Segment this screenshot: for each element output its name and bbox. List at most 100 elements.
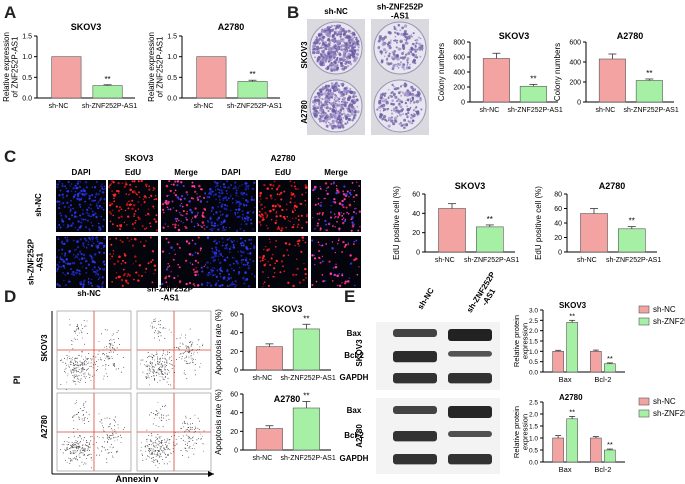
flow-plot-a2780-sh-nc-event (112, 429, 114, 431)
flow-plot-a2780-sh-knockdown-event (150, 444, 152, 446)
western-band-gapdh (393, 373, 437, 384)
edu-image-a2780-sh-knockdown-edu-cell (274, 262, 276, 265)
flow-plot-skov3-sh-nc-event (73, 337, 75, 339)
flow-plot-skov3-sh-knockdown-event (166, 381, 168, 383)
flow-plot-skov3-sh-knockdown-event (193, 351, 195, 353)
colony-plate-a2780-sh-knockdown-colony (412, 109, 415, 112)
edu-image-skov3-sh-nc-merge-cell (170, 183, 172, 186)
colony-plate-a2780-sh-knockdown-colony (400, 94, 403, 97)
flow-plot-skov3-sh-nc-event (94, 361, 96, 363)
edu-image-skov3-sh-nc-edu-cell (113, 197, 115, 200)
flow-plot-a2780-sh-knockdown-event (188, 447, 190, 449)
flow-plot-a2780-sh-knockdown-event (180, 427, 182, 429)
western-band-bcl-2 (393, 431, 437, 442)
edu-image-skov3-sh-knockdown-dapi-cell (88, 265, 91, 267)
edu-image-a2780-sh-nc-edu-cell (275, 219, 278, 222)
edu-image-a2780-sh-nc-merge-cell (347, 212, 350, 215)
edu-image-a2780-sh-nc-merge-cell (314, 227, 316, 230)
flow-plot-a2780-sh-nc-event (82, 404, 84, 406)
edu-image-skov3-sh-knockdown-dapi-cell (58, 249, 60, 252)
flow-plot-skov3-sh-nc-event (77, 371, 79, 372)
edu-image-skov3-sh-knockdown-edu-cell (135, 260, 137, 262)
colony-plate-a2780-sh-knockdown-colony (406, 108, 410, 112)
edu-image-skov3-sh-nc-edu-cell (155, 214, 158, 217)
edu-image-skov3-sh-nc-dapi-cell (59, 212, 62, 215)
flow-plot-a2780-sh-nc-event (113, 419, 115, 421)
flow-plot-skov3-sh-knockdown-event (152, 375, 154, 377)
flow-plot-a2780-sh-nc-event (112, 433, 113, 435)
colony-plate-skov3-sh-nc-colony (313, 40, 316, 43)
flow-plot-a2780-sh-knockdown-event (153, 459, 155, 461)
colony-plate-a2780-sh-knockdown-colony (387, 117, 392, 121)
flow-plot-skov3-sh-knockdown-event (150, 356, 152, 357)
flow-plot-skov3-sh-knockdown-event (156, 371, 158, 373)
flow-plot-skov3-sh-nc-event (80, 362, 82, 364)
flow-plot-a2780-sh-knockdown-event (149, 456, 151, 458)
colony-plate-a2780-sh-nc-colony (320, 114, 323, 117)
flow-plot-a2780-sh-nc-event (106, 458, 107, 460)
flow-plot-skov3-sh-knockdown-event (185, 334, 187, 336)
colony-plate-a2780-sh-nc-colony (319, 112, 321, 115)
edu-image-a2780-sh-nc-dapi-cell (220, 221, 223, 223)
flow-plot-skov3-sh-nc-event (86, 320, 88, 322)
edu-image-skov3-sh-knockdown-edu-cell (121, 240, 124, 244)
edu-image-skov3-sh-nc-dapi-cell (100, 215, 102, 218)
colony-plate-skov3-sh-nc-colony (312, 41, 316, 45)
edu-image-a2780-sh-knockdown-merge-cell (356, 273, 359, 276)
colony-plate-skov3-sh-nc-colony (351, 39, 355, 44)
flow-plot-skov3-sh-knockdown-event (167, 377, 169, 379)
edu-image-a2780-sh-nc-edu-background (258, 180, 308, 232)
edu-image-skov3-sh-nc-edu-cell (135, 219, 137, 222)
edu-image-skov3-sh-knockdown-merge-cell (173, 276, 176, 280)
colony-plate-a2780-sh-nc-colony (347, 106, 350, 108)
flow-plot-skov3-sh-knockdown-event (160, 357, 161, 359)
edu-image-skov3-sh-knockdown-dapi-cell (63, 267, 66, 269)
flow-plot-a2780-sh-nc-event (112, 432, 114, 434)
colony-plate-skov3-sh-knockdown-colony (411, 42, 414, 45)
edu-image-a2780-sh-knockdown-edu-cell (288, 243, 291, 246)
edu-image-a2780-sh-knockdown-dapi-cell (226, 243, 229, 245)
flow-plot-skov3-sh-knockdown-event (190, 356, 192, 358)
edu-image-skov3-sh-knockdown-dapi-cell (57, 265, 61, 268)
flow-plot-skov3-sh-nc-event (83, 362, 85, 364)
edu-image-a2780-sh-nc-merge-cell (324, 197, 326, 200)
flow-plot-skov3-sh-nc-event (77, 364, 79, 366)
colony-plate-a2780-sh-nc-colony (338, 121, 340, 124)
flow-plot-skov3-sh-nc-event (103, 353, 104, 355)
edu-image-a2780-sh-knockdown-dapi-cell (245, 257, 248, 259)
flow-plot-skov3-sh-nc-event (76, 364, 78, 366)
panel-a-skov3-bar (92, 85, 123, 99)
colony-plate-skov3-sh-nc-colony (337, 40, 341, 44)
edu-image-a2780-sh-nc-merge-cell (346, 190, 349, 193)
flow-plot-skov3-sh-nc-event (107, 375, 108, 377)
flow-plot-skov3-sh-nc-event (110, 349, 112, 351)
flow-plot-skov3-sh-knockdown-event (162, 350, 164, 352)
edu-image-a2780-sh-nc-dapi-cell (227, 186, 230, 188)
edu-image-a2780-sh-nc-edu-cell (297, 219, 300, 221)
flow-plot-a2780-sh-knockdown-event (180, 450, 182, 451)
edu-image-a2780-sh-nc-dapi-cell (234, 212, 237, 214)
edu-image-a2780-sh-nc-dapi-cell (219, 223, 223, 226)
edu-image-a2780-sh-nc-merge-cell (356, 181, 358, 183)
edu-image-a2780-sh-nc-edu-cell (285, 227, 287, 229)
edu-image-skov3-sh-knockdown-dapi-cell (85, 259, 88, 262)
edu-image-a2780-sh-nc-merge-cell (327, 223, 330, 226)
edu-image-a2780-sh-knockdown-merge-cell (353, 240, 356, 243)
flow-plot-a2780-sh-knockdown-event (152, 442, 154, 443)
edu-image-a2780-sh-knockdown-dapi-cell (217, 280, 220, 282)
colony-plate-a2780-sh-knockdown-colony (400, 85, 403, 87)
colony-plate-a2780-sh-nc-colony (349, 95, 351, 98)
edu-image-skov3-sh-nc-edu-cell (153, 218, 156, 221)
edu-image-a2780-sh-knockdown-dapi-cell (225, 244, 227, 247)
colony-plate-a2780-sh-nc-colony (327, 110, 330, 113)
edu-image-skov3-sh-knockdown-dapi-cell (63, 242, 66, 245)
edu-image-skov3-sh-nc-dapi-cell (97, 207, 100, 210)
flow-plot-skov3-sh-knockdown-event (157, 356, 159, 358)
edu-image-a2780-sh-nc-edu-cell (275, 212, 277, 215)
flow-plot-a2780-sh-knockdown-event (164, 406, 166, 408)
edu-image-a2780-sh-nc-dapi-cell (246, 211, 250, 215)
edu-image-skov3-sh-nc-merge-cell (177, 219, 180, 222)
edu-image-a2780-sh-nc-dapi-cell (223, 219, 226, 222)
edu-image-a2780-sh-knockdown-dapi-cell (246, 248, 249, 251)
edu-image-a2780-sh-nc-dapi-cell (249, 210, 251, 213)
